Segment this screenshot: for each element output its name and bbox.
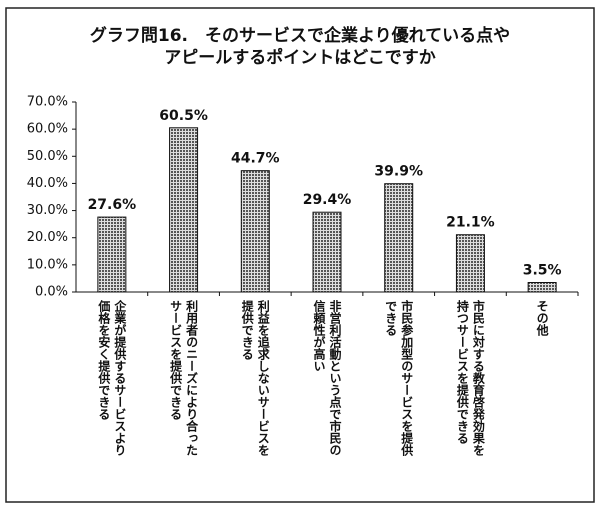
data-label: 44.7% bbox=[231, 151, 280, 167]
bar bbox=[169, 127, 199, 293]
x-tick-label: 市民参加型のサービスを提供できる bbox=[383, 300, 414, 456]
x-tick-label: 企業が提供するサービスより価格を安く提供できる bbox=[96, 300, 127, 456]
data-label: 27.6% bbox=[88, 197, 137, 213]
x-tick-label: 市民に対する教育啓発効果を持つサービスを提供できる bbox=[455, 300, 486, 456]
data-label: 60.5% bbox=[159, 108, 208, 124]
x-tick-label: 非営利活動という点で市民の信頼性が高い bbox=[312, 300, 342, 456]
y-tick-label: 10.0% bbox=[27, 257, 68, 272]
bar bbox=[455, 234, 485, 293]
frame bbox=[5, 7, 595, 503]
y-tick-label: 30.0% bbox=[27, 203, 68, 218]
x-tick-label: 利益を追求しないサービスを提供できる bbox=[240, 300, 271, 456]
data-label: 29.4% bbox=[303, 192, 352, 208]
y-tick-label: 70.0% bbox=[27, 95, 68, 110]
y-tick-label: 20.0% bbox=[27, 230, 68, 245]
y-tick-label: 40.0% bbox=[27, 176, 68, 191]
bar bbox=[97, 216, 127, 293]
chart-title: アピールするポイントはどこですか bbox=[164, 47, 436, 68]
x-tick-label: その他 bbox=[535, 300, 550, 336]
bar bbox=[384, 183, 414, 293]
data-label: 39.9% bbox=[374, 164, 423, 180]
data-label: 21.1% bbox=[446, 215, 495, 231]
x-tick-label: 利用者のニーズにより合ったサービスを提供できる bbox=[168, 300, 199, 456]
chart-title: グラフ問16. そのサービスで企業より優れている点や bbox=[90, 25, 510, 46]
bar bbox=[527, 282, 557, 293]
data-label: 3.5% bbox=[523, 263, 562, 279]
bar bbox=[240, 170, 270, 293]
y-tick-label: 50.0% bbox=[27, 149, 68, 164]
bar bbox=[312, 211, 342, 293]
y-tick-label: 60.0% bbox=[27, 122, 68, 137]
y-tick-label: 0.0% bbox=[35, 285, 68, 300]
